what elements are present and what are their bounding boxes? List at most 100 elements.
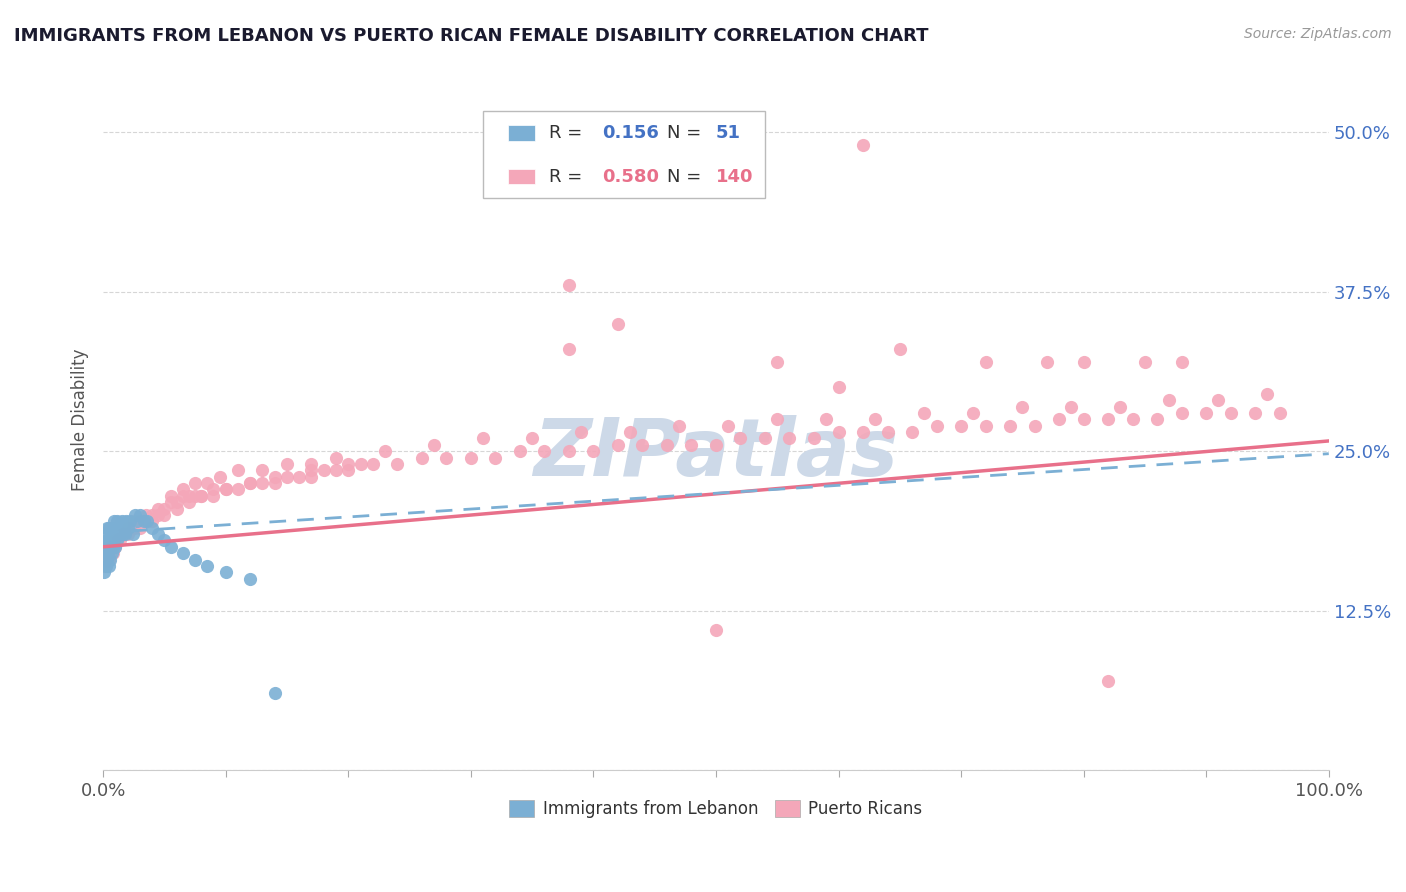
Point [558,444,581,458]
Point [1024,418,1046,433]
Point [98,540,121,554]
Point [1097,673,1119,688]
Point [226,483,249,497]
Point [177,489,200,503]
Point [127,514,149,528]
Point [190,489,212,503]
Point [172,489,194,503]
Point [974,418,997,433]
Point [1146,412,1168,426]
Point [190,489,212,503]
Point [93,558,115,573]
Point [852,138,875,153]
Point [101,521,124,535]
Point [263,476,285,491]
Point [141,521,163,535]
Text: Source: ZipAtlas.com: Source: ZipAtlas.com [1244,27,1392,41]
Point [509,444,531,458]
Point [100,546,122,560]
Point [827,425,849,439]
Point [96,521,118,535]
Point [100,546,122,560]
Point [301,457,323,471]
Point [411,450,433,465]
Point [263,469,285,483]
Point [166,501,188,516]
Point [93,566,115,580]
Point [1097,412,1119,426]
Point [1133,355,1156,369]
Point [110,514,132,528]
Point [288,469,311,483]
Point [159,540,181,554]
Point [779,431,801,445]
Point [998,418,1021,433]
Point [387,457,409,471]
Point [121,527,143,541]
Point [962,406,984,420]
Point [276,469,298,483]
Point [619,425,641,439]
Point [325,463,347,477]
Point [374,444,396,458]
Point [108,521,131,535]
Point [215,566,238,580]
Point [276,457,298,471]
Point [252,476,274,491]
Point [104,540,127,554]
Point [100,533,122,548]
Point [950,418,973,433]
Point [766,412,789,426]
Point [852,425,875,439]
Point [184,552,207,566]
Point [1170,355,1192,369]
Point [208,469,231,483]
Point [704,623,727,637]
Point [107,527,129,541]
Point [301,463,323,477]
Point [103,533,125,548]
Point [865,412,887,426]
Point [558,342,581,356]
Point [655,438,678,452]
Point [681,438,703,452]
Point [117,521,139,535]
Point [124,508,146,522]
Point [97,546,120,560]
Text: N =: N = [666,168,707,186]
Point [105,514,128,528]
Point [105,533,128,548]
Point [558,278,581,293]
Point [96,546,118,560]
Point [110,533,132,548]
Y-axis label: Female Disability: Female Disability [72,348,89,491]
Point [1122,412,1144,426]
Point [110,527,132,541]
Point [803,431,825,445]
Point [136,514,159,528]
Point [166,495,188,509]
Point [98,521,121,535]
Point [195,476,218,491]
Point [668,418,690,433]
Point [115,514,138,528]
Point [337,463,360,477]
Point [141,514,163,528]
Point [107,533,129,548]
Text: 0.156: 0.156 [602,124,659,142]
Point [93,546,115,560]
Point [104,527,127,541]
Point [148,501,170,516]
Point [1159,393,1181,408]
Point [129,508,152,522]
Point [631,438,654,452]
Point [361,457,384,471]
Point [1256,386,1278,401]
Point [889,342,911,356]
Point [704,438,727,452]
Point [94,552,117,566]
Point [1047,412,1070,426]
Point [159,489,181,503]
Point [1109,400,1132,414]
Point [876,425,898,439]
